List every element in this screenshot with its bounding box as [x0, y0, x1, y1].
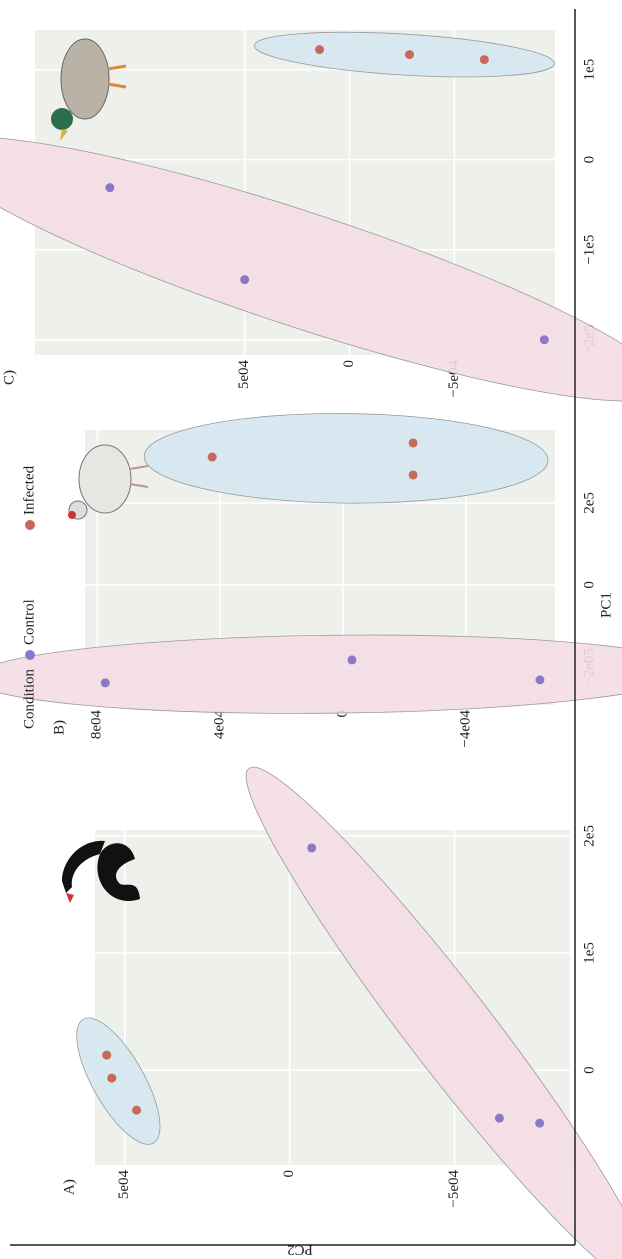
x-axis-label: PC1: [598, 592, 614, 618]
x-tick-label: −1e5: [581, 235, 597, 265]
data-point: [535, 1118, 545, 1128]
y-tick-label: 0: [341, 360, 357, 368]
data-point: [315, 45, 325, 55]
panel-label: C): [1, 370, 17, 385]
data-point: [535, 675, 545, 685]
x-tick-label: 2e5: [581, 825, 597, 847]
x-tick-label: 1e5: [581, 59, 597, 81]
y-tick-label: −4e04: [457, 710, 473, 748]
x-tick-label: 2e5: [581, 492, 597, 514]
data-point: [132, 1105, 142, 1115]
x-tick-label: 0: [581, 1066, 597, 1074]
y-tick-label: 5e04: [236, 360, 252, 390]
rotated-figure: A)01e52e55e040−5e04B)−2e0502e58e044e040−…: [0, 9, 622, 1259]
y-tick-label: 0: [334, 710, 350, 718]
y-tick-label: 5e04: [116, 1170, 132, 1200]
data-point: [107, 1073, 117, 1083]
y-tick-label: 8e04: [89, 710, 105, 740]
x-tick-label: 0: [581, 581, 597, 589]
y-tick-label: −5e04: [446, 1170, 462, 1208]
x-tick-label: 0: [581, 156, 597, 164]
group-ellipse: [0, 136, 622, 402]
data-point: [307, 843, 317, 853]
data-point: [539, 335, 549, 345]
legend-label: Control: [21, 599, 37, 645]
legend-label: Infected: [21, 465, 37, 515]
data-point: [404, 50, 414, 60]
legend-marker: [25, 650, 35, 660]
y-axis-label: PC2: [287, 1242, 313, 1258]
data-point: [408, 438, 418, 448]
duck-icon: [51, 38, 127, 141]
group-ellipse: [143, 413, 549, 504]
panel: A) 0 1e5 2e5 5e04 0 −5e04: [61, 766, 622, 1259]
group-ellipse: [254, 31, 555, 78]
legend-marker: [25, 520, 35, 530]
data-point: [479, 55, 489, 65]
group-ellipse: [0, 634, 622, 714]
chicken-icon: [68, 444, 149, 520]
swan-icon: [62, 840, 140, 903]
data-point: [100, 678, 110, 688]
data-point: [408, 470, 418, 480]
plots: A)01e52e55e040−5e04B)−2e0502e58e044e040−…: [0, 30, 622, 1259]
x-tick-label: 1e5: [581, 942, 597, 964]
y-tick-label: 4e04: [212, 710, 228, 740]
y-tick-label: 0: [281, 1170, 297, 1178]
data-point: [207, 452, 217, 462]
data-point: [347, 655, 357, 665]
data-point: [102, 1050, 112, 1060]
data-point: [240, 275, 250, 285]
group-ellipse: [245, 766, 622, 1259]
legend-title: Condition: [21, 669, 37, 730]
panel-label: A): [61, 1179, 77, 1195]
data-point: [105, 183, 115, 193]
data-point: [494, 1113, 504, 1123]
panel-label: B): [51, 720, 67, 735]
legend: Control Infected: [21, 465, 37, 660]
